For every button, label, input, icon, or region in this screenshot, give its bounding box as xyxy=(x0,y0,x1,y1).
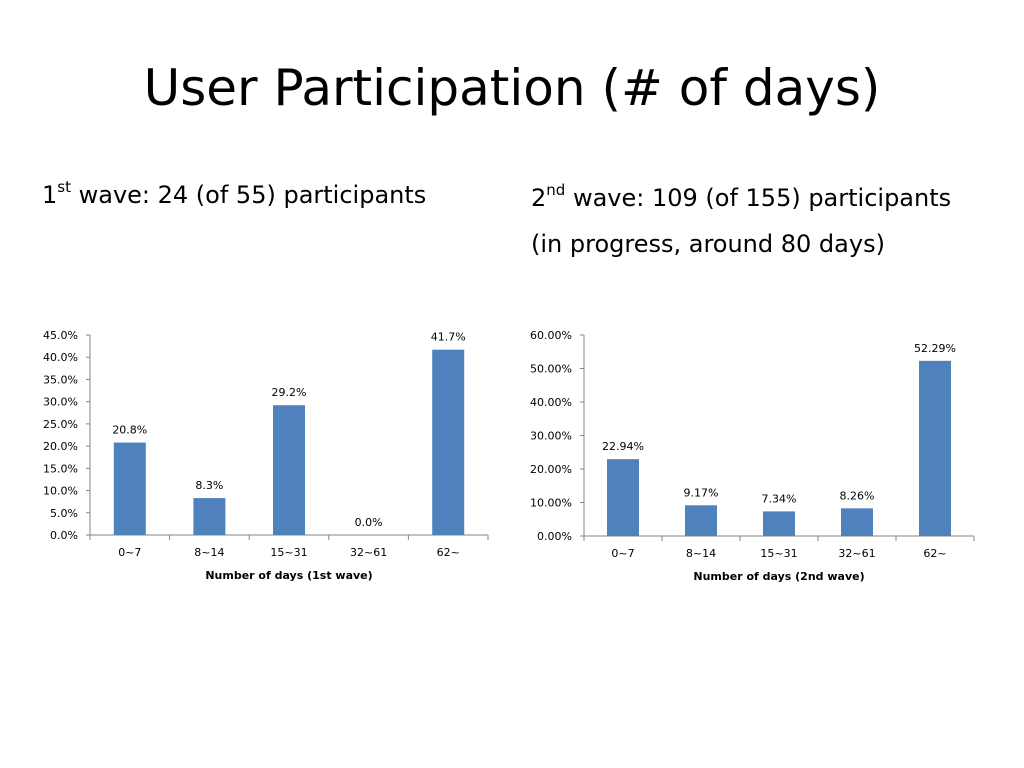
wave1-y-tick-label: 5.0% xyxy=(50,507,78,520)
wave1-subtitle: 1st wave: 24 (of 55) participants xyxy=(42,178,427,211)
wave1-ordinal-suffix: st xyxy=(57,178,71,196)
wave1-category-label: 15~31 xyxy=(270,546,307,559)
wave1-y-tick-label: 45.0% xyxy=(43,329,78,342)
wave2-y-tick-label: 60.00% xyxy=(530,329,572,342)
wave2-data-label: 52.29% xyxy=(914,342,956,355)
wave2-description: wave: 109 (of 155) participants xyxy=(565,184,952,212)
wave1-y-tick-label: 25.0% xyxy=(43,418,78,431)
wave2-y-tick-label: 10.00% xyxy=(530,497,572,510)
wave2-category-label: 0~7 xyxy=(611,547,634,560)
wave2-y-tick-label: 50.00% xyxy=(530,363,572,376)
wave2-data-label: 8.26% xyxy=(840,489,875,502)
wave1-y-tick-label: 20.0% xyxy=(43,440,78,453)
wave2-data-label: 22.94% xyxy=(602,440,644,453)
wave1-y-tick-label: 10.0% xyxy=(43,485,78,498)
wave2-bar xyxy=(685,505,717,536)
wave2-y-tick-label: 20.00% xyxy=(530,463,572,476)
wave2-note: (in progress, around 80 days) xyxy=(531,230,885,258)
wave2-category-label: 32~61 xyxy=(838,547,875,560)
wave2-category-label: 62~ xyxy=(923,547,946,560)
wave1-category-label: 8~14 xyxy=(194,546,224,559)
wave1-category-label: 0~7 xyxy=(118,546,141,559)
slide-title: User Participation (# of days) xyxy=(143,59,881,117)
wave1-bar xyxy=(193,498,226,535)
wave1-y-tick-label: 40.0% xyxy=(43,351,78,364)
wave1-bar xyxy=(432,349,465,535)
wave2-bar xyxy=(607,459,639,536)
wave1-y-tick-label: 15.0% xyxy=(43,462,78,475)
wave2-data-label: 9.17% xyxy=(684,486,719,499)
wave2-bar xyxy=(919,360,951,536)
wave1-data-label: 0.0% xyxy=(355,516,383,529)
wave1-data-label: 20.8% xyxy=(112,424,147,437)
wave1-description: wave: 24 (of 55) participants xyxy=(70,181,427,209)
wave2-bar xyxy=(763,511,795,536)
wave2-chart: 0.00% 10.00% 20.00% 30.00% 40.00% 50.00% 60.00… xyxy=(530,329,975,583)
wave1-y-tick-label: 0.0% xyxy=(50,529,78,542)
wave2-y-tick-label: 40.00% xyxy=(530,396,572,409)
wave1-ordinal-number: 1 xyxy=(42,181,58,209)
wave2-bar xyxy=(841,508,873,536)
wave1-category-label: 62~ xyxy=(437,546,460,559)
wave1-bar xyxy=(113,442,146,535)
wave1-x-axis-title: Number of days (1st wave) xyxy=(205,569,372,582)
wave2-y-tick-label: 30.00% xyxy=(530,430,572,443)
wave1-data-label: 41.7% xyxy=(431,331,466,344)
wave1-chart: 0.0% 5.0% 10.0% 15.0% 20.0% 25.0% 30.0% 35.0% 40… xyxy=(43,329,489,582)
wave1-y-tick-label: 35.0% xyxy=(43,373,78,386)
wave2-category-label: 15~31 xyxy=(760,547,797,560)
wave2-y-tick-label: 0.00% xyxy=(537,530,572,543)
wave2-category-label: 8~14 xyxy=(686,547,716,560)
wave1-category-label: 32~61 xyxy=(350,546,387,559)
wave1-y-tick-label: 30.0% xyxy=(43,396,78,409)
wave1-data-label: 29.2% xyxy=(272,386,307,399)
wave2-ordinal-suffix: nd xyxy=(546,181,566,199)
wave2-ordinal-number: 2 xyxy=(531,184,547,212)
wave2-subtitle: 2nd wave: 109 (of 155) participants xyxy=(531,181,952,214)
wave2-data-label: 7.34% xyxy=(762,492,797,505)
wave1-data-label: 8.3% xyxy=(195,479,223,492)
wave2-x-axis-title: Number of days (2nd wave) xyxy=(693,570,864,583)
wave1-bar xyxy=(273,405,305,535)
